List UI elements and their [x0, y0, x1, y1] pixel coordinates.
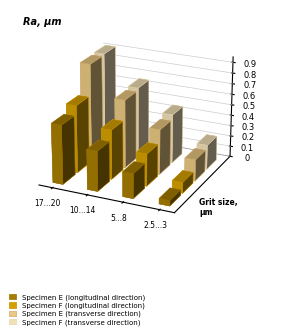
Legend: Specimen E (longitudinal direction), Specimen F (longitudinal direction), Specim: Specimen E (longitudinal direction), Spe…: [9, 294, 145, 325]
Text: Ra, μm: Ra, μm: [23, 17, 61, 27]
